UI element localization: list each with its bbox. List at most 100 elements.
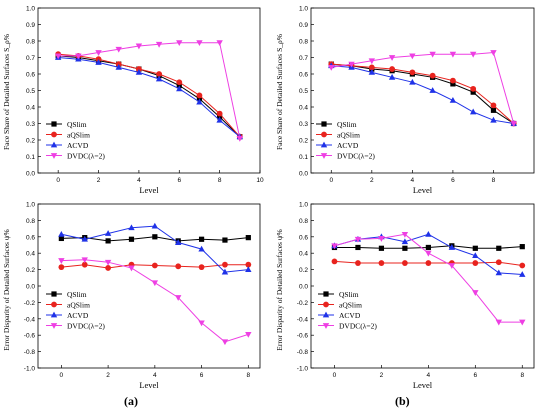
data-point-0 — [490, 107, 497, 113]
legend-label: aQSlim — [67, 301, 90, 310]
data-point-0 — [450, 81, 456, 87]
data-point-3 — [519, 319, 526, 326]
y-axis-label: Face Share of Detailed Surfaces S_ρ% — [275, 34, 284, 150]
data-point-1 — [378, 260, 385, 266]
legend-label: DVDC(λ=2) — [337, 152, 375, 161]
y-axis-label: Face Share of Detailed Surfaces S_ρ% — [2, 34, 11, 150]
data-point-2 — [104, 230, 112, 236]
legend-marker — [323, 291, 329, 297]
data-point-3 — [449, 51, 457, 58]
y-axis-label: Error Disparity of Detailed Surfaces ψ% — [275, 229, 284, 351]
x-tick-label: 8 — [520, 372, 524, 379]
chart-panel-top-right: 0.0 0.1 0.2 0.3 0.4 0.5 0.6 0.7 0.8 0.9 1.0 0 2 4 6 8 Le… — [275, 6, 535, 195]
legend-label: QSlim — [67, 290, 87, 299]
data-point-1 — [368, 64, 375, 71]
data-point-2 — [495, 269, 502, 276]
y-tick-label: -0.8 — [24, 349, 36, 356]
x-axis-label: Level — [139, 185, 159, 195]
x-tick-label: 2 — [106, 372, 110, 379]
y-tick-label: 0.6 — [26, 72, 35, 79]
y-tick-label: 0.2 — [299, 138, 308, 145]
y-tick-label: 0.5 — [26, 88, 35, 95]
series-line-2 — [331, 65, 514, 124]
data-point-1 — [245, 261, 252, 268]
panel-label-b: (b) — [395, 394, 410, 408]
data-point-3 — [104, 259, 112, 266]
y-tick-label: -0.2 — [297, 300, 309, 307]
data-point-3 — [378, 236, 385, 242]
data-point-3 — [348, 61, 355, 68]
data-point-1 — [355, 260, 361, 266]
y-tick-label: 0.2 — [26, 138, 35, 145]
series-line-3 — [331, 51, 515, 124]
x-tick-label: 4 — [137, 177, 141, 184]
data-point-3 — [388, 55, 396, 61]
data-point-1 — [198, 264, 205, 271]
x-tick-label: 6 — [177, 177, 181, 184]
series-line-0 — [331, 63, 514, 124]
data-point-3 — [245, 331, 252, 338]
data-point-2 — [388, 73, 396, 80]
y-tick-label: 0.8 — [26, 218, 35, 225]
data-point-1 — [401, 260, 408, 266]
y-tick-label: -0.4 — [297, 316, 309, 323]
y-tick-label: -1.0 — [297, 366, 309, 373]
legend-label: QSlim — [67, 120, 87, 129]
legend-marker — [50, 141, 58, 148]
data-point-1 — [409, 69, 416, 76]
series-line-1 — [331, 63, 515, 124]
y-axis-label: Error Disparity of Detailed Surfaces ψ% — [2, 229, 11, 351]
data-point-3 — [135, 43, 143, 50]
y-tick-label: -0.6 — [24, 333, 36, 340]
x-tick-label: 10 — [256, 177, 264, 184]
data-point-3 — [331, 243, 338, 250]
legend-label: QSlim — [337, 120, 357, 129]
data-point-1 — [105, 265, 112, 271]
data-point-3 — [425, 250, 432, 257]
data-point-0 — [245, 235, 251, 241]
legend-marker — [51, 131, 57, 138]
data-point-1 — [216, 110, 223, 117]
x-tick-label: 8 — [218, 177, 222, 184]
data-point-1 — [490, 102, 497, 109]
legend-label: aQSlim — [67, 131, 90, 140]
legend-marker — [50, 323, 58, 329]
data-point-1 — [58, 264, 65, 271]
data-point-2 — [176, 85, 183, 92]
legend-label: DVDC(λ=2) — [67, 152, 105, 161]
x-tick-label: 4 — [411, 177, 415, 184]
y-tick-label: 0.3 — [299, 121, 308, 128]
legend-marker — [322, 311, 330, 318]
series-line-2 — [58, 57, 241, 138]
x-tick-label: 2 — [97, 177, 101, 184]
data-point-1 — [472, 260, 479, 266]
data-point-2 — [449, 97, 457, 103]
y-tick-label: 1.0 — [26, 202, 35, 209]
data-point-3 — [196, 40, 203, 47]
data-point-0 — [425, 244, 431, 251]
data-point-3 — [151, 280, 159, 287]
data-point-2 — [368, 68, 376, 75]
legend-label: aQSlim — [339, 301, 362, 310]
data-point-3 — [368, 58, 376, 65]
data-point-3 — [176, 40, 183, 47]
x-tick-label: 6 — [451, 177, 455, 184]
data-point-2 — [448, 244, 456, 250]
y-tick-label: 0.7 — [26, 55, 35, 62]
y-tick-label: 0.4 — [299, 251, 308, 258]
legend-marker — [322, 323, 330, 329]
data-point-1 — [151, 262, 158, 269]
data-point-2 — [519, 271, 526, 277]
x-tick-label: 6 — [474, 372, 478, 379]
data-point-3 — [155, 41, 163, 48]
y-tick-label: 0.6 — [299, 72, 308, 79]
y-tick-label: 0.3 — [26, 121, 35, 128]
data-point-2 — [196, 98, 203, 105]
x-tick-label: 0 — [60, 372, 64, 379]
legend-label: ACVD — [339, 311, 361, 320]
legend-marker — [51, 301, 57, 308]
data-point-3 — [510, 121, 517, 127]
x-tick-label: 8 — [247, 372, 251, 379]
data-point-3 — [236, 135, 244, 142]
